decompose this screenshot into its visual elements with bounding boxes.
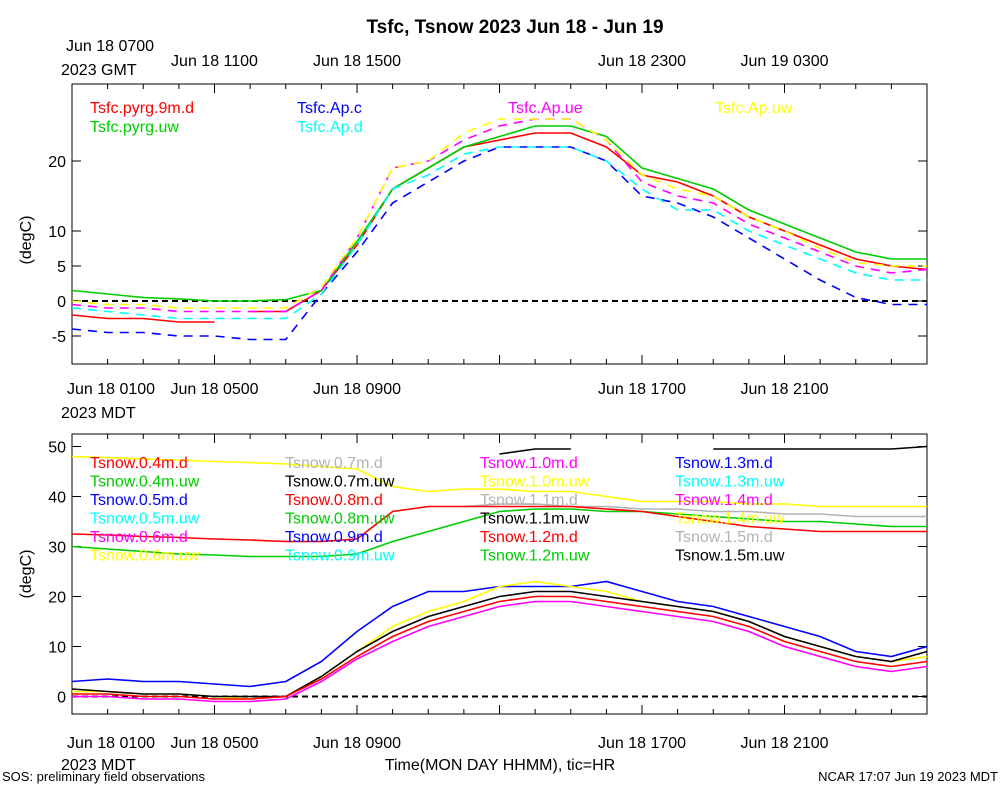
x-axis-title: Time(MON DAY HHMM), tic=HR xyxy=(385,757,615,774)
tsfc-bottom-first-label-line2: 2023 MDT xyxy=(61,405,136,422)
legend-entry: Tsnow.1.4m.d xyxy=(675,492,773,509)
series-line-tsnow-1-1m-d xyxy=(463,503,927,518)
y-tick-label: 30 xyxy=(48,540,66,557)
legend-entry: Tsnow.1.5m.d xyxy=(675,529,773,546)
legend-entry: Tsnow.0.4m.uw xyxy=(90,474,200,491)
legend-entry: Tsfc.Ap.ue xyxy=(508,100,583,117)
legend-entry: Tsnow.1.2m.uw xyxy=(480,548,590,565)
tsfc-legend: Tsfc.pyrg.9m.d Tsfc.Ap.c Tsfc.Ap.ue Tsfc.Ap… xyxy=(90,100,793,136)
series-line-tsnow-0-8m-d xyxy=(72,595,928,700)
series-line-tsnow-0-4m-uw xyxy=(71,508,927,558)
legend-entry: Tsnow.0.5m.uw xyxy=(90,511,200,528)
time-axis-label: Jun 18 2100 xyxy=(740,735,828,752)
top-axis-labels: Jun 18 1100 Jun 18 1500 Jun 18 2300 Jun 19 … xyxy=(171,53,829,70)
bottom-axis-first-label-line1: Jun 18 0100 xyxy=(67,735,155,752)
time-axis-label: Jun 18 0500 xyxy=(170,381,258,398)
time-axis-label: Jun 19 0300 xyxy=(740,53,828,70)
legend-entry: Tsnow.1.4m.uw xyxy=(675,511,785,528)
legend-entry: Tsnow.1.3m.uw xyxy=(675,474,785,491)
time-axis-label: Jun 18 0500 xyxy=(170,735,258,752)
series-line-tsnow-0-6m-d xyxy=(72,600,928,703)
legend-entry: Tsfc.pyrg.9m.d xyxy=(90,100,194,117)
series-line-tsnow-1-0m-uw xyxy=(71,455,927,508)
y-tick-label: 10 xyxy=(48,640,66,657)
y-tick-label: 10 xyxy=(48,224,66,241)
legend-entry: Tsnow.1.0m.d xyxy=(480,455,578,472)
legend-entry: Tsnow.0.8m.uw xyxy=(285,511,395,528)
legend-entry: Tsfc.Ap.c xyxy=(297,100,362,117)
tsnow-legend: Tsnow.0.4m.d Tsnow.0.7m.d Tsnow.1.0m.d Tsno… xyxy=(90,455,785,565)
legend-entry: Tsfc.pyrg.uw xyxy=(90,119,179,136)
y-tick-label: 20 xyxy=(48,154,66,171)
legend-entry: Tsnow.0.4m.d xyxy=(90,455,188,472)
legend-entry: Tsnow.0.9m.uw xyxy=(285,548,395,565)
time-axis-label: Jun 18 2100 xyxy=(740,381,828,398)
legend-entry: Tsnow.0.9m.d xyxy=(285,529,383,546)
series-line-tsfc-pyrg-uw xyxy=(71,125,927,302)
legend-entry: Tsnow.1.1m.uw xyxy=(480,511,590,528)
legend-entry: Tsnow.0.7m.uw xyxy=(285,474,395,491)
series-line-tsnow-0-4m-d xyxy=(71,505,927,543)
legend-entry: Tsnow.1.5m.uw xyxy=(675,548,785,565)
y-tick-label: -5 xyxy=(52,329,66,346)
series-line-tsfc-ap-d xyxy=(71,146,927,320)
bottom-axis-labels: Jun 18 0500 Jun 18 0900 Jun 18 1700 Jun 18 … xyxy=(170,735,828,752)
legend-entry: Tsfc.Ap.uw xyxy=(715,100,793,117)
legend-entry: Tsnow.1.0m.uw xyxy=(480,474,590,491)
tsfc-bottom-first-label-line1: Jun 18 0100 xyxy=(67,381,155,398)
series-line-tsfc-pyrg-9m-d xyxy=(71,314,215,323)
tsfc-time-ticks xyxy=(71,84,928,364)
time-axis-label: Jun 18 1500 xyxy=(313,53,401,70)
y-tick-label: 40 xyxy=(48,490,66,507)
series-line-tsnow-1-5m-uw xyxy=(499,445,928,455)
chart-title: Tsfc, Tsnow 2023 Jun 18 - Jun 19 xyxy=(366,17,663,38)
time-axis-label: Jun 18 0900 xyxy=(313,381,401,398)
tsfc-bottom-axis-labels: Jun 18 0500 Jun 18 0900 Jun 18 1700 Jun 18 … xyxy=(170,381,828,398)
top-axis-first-label-line1: Jun 18 0700 xyxy=(66,38,154,55)
legend-entry: Tsnow.1.2m.d xyxy=(480,529,578,546)
legend-entry: Tsnow.0.7m.d xyxy=(285,455,383,472)
legend-entry: Tsnow.1.1m.d xyxy=(480,492,578,509)
tsfc-series-lines xyxy=(71,118,928,341)
series-line-tsnow-0-7m-uw xyxy=(71,590,928,698)
series-line-tsfc-ap-uw xyxy=(71,118,927,309)
legend-entry: Tsnow.0.6m.d xyxy=(90,529,188,546)
series-line-tsfc-pyrg-9m-d-cont- xyxy=(250,132,928,313)
tsfc-y-axis-label: (degC) xyxy=(18,216,35,265)
bottom-axis-first-label-line2: 2023 MDT xyxy=(61,757,136,774)
y-tick-label: 0 xyxy=(57,294,66,311)
y-tick-label: 20 xyxy=(48,590,66,607)
y-tick-label: 0 xyxy=(57,690,66,707)
time-axis-label: Jun 18 1700 xyxy=(598,735,686,752)
legend-entry: Tsnow.0.6m.uw xyxy=(90,548,200,565)
legend-entry: Tsnow.0.8m.d xyxy=(285,492,383,509)
time-axis-label: Jun 18 0900 xyxy=(313,735,401,752)
y-tick-label: 5 xyxy=(57,259,66,276)
y-tick-label: 50 xyxy=(48,440,66,457)
footer-right-stamp: NCAR 17:07 Jun 19 2023 MDT xyxy=(818,769,998,784)
legend-entry: Tsfc.Ap.d xyxy=(297,119,363,136)
series-line-tsfc-ap-ue xyxy=(71,118,928,313)
tsnow-series-lines xyxy=(71,445,928,703)
tsnow-time-ticks xyxy=(71,434,928,714)
legend-entry: Tsnow.1.3m.d xyxy=(675,455,773,472)
tsfc-panel: -5 0 5 10 20 Tsfc.pyrg.9m.d Tsfc.Ap.c Tsfc.Ap.… xyxy=(18,38,928,422)
time-axis-label: Jun 18 2300 xyxy=(598,53,686,70)
footer-left-note: SOS: preliminary field observations xyxy=(2,769,206,784)
tsfc-y-ticks: -5 0 5 10 20 xyxy=(48,154,927,346)
top-axis-first-label-line2: 2023 GMT xyxy=(61,62,137,79)
legend-entry: Tsnow.0.5m.d xyxy=(90,492,188,509)
time-axis-label: Jun 18 1700 xyxy=(598,381,686,398)
tsnow-y-axis-label: (degC) xyxy=(18,550,35,599)
time-axis-label: Jun 18 1100 xyxy=(171,53,258,70)
